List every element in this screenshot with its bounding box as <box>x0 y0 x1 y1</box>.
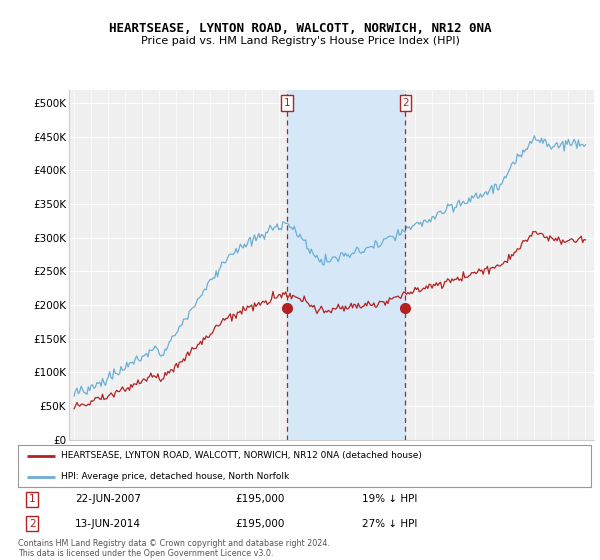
Text: 1: 1 <box>29 494 35 504</box>
Bar <box>287 90 406 440</box>
Text: HEARTSEASE, LYNTON ROAD, WALCOTT, NORWICH, NR12 0NA: HEARTSEASE, LYNTON ROAD, WALCOTT, NORWIC… <box>109 22 491 35</box>
Text: 1: 1 <box>283 98 290 108</box>
Text: Price paid vs. HM Land Registry's House Price Index (HPI): Price paid vs. HM Land Registry's House … <box>140 36 460 46</box>
Text: £195,000: £195,000 <box>236 494 285 504</box>
Text: 19% ↓ HPI: 19% ↓ HPI <box>362 494 417 504</box>
Text: HEARTSEASE, LYNTON ROAD, WALCOTT, NORWICH, NR12 0NA (detached house): HEARTSEASE, LYNTON ROAD, WALCOTT, NORWIC… <box>61 451 422 460</box>
Text: 2: 2 <box>402 98 409 108</box>
Text: 22-JUN-2007: 22-JUN-2007 <box>76 494 141 504</box>
Text: 2: 2 <box>29 519 35 529</box>
Text: 27% ↓ HPI: 27% ↓ HPI <box>362 519 417 529</box>
Text: HPI: Average price, detached house, North Norfolk: HPI: Average price, detached house, Nort… <box>61 472 289 481</box>
Text: Contains HM Land Registry data © Crown copyright and database right 2024.
This d: Contains HM Land Registry data © Crown c… <box>18 539 330 558</box>
Text: 13-JUN-2014: 13-JUN-2014 <box>76 519 142 529</box>
Text: £195,000: £195,000 <box>236 519 285 529</box>
